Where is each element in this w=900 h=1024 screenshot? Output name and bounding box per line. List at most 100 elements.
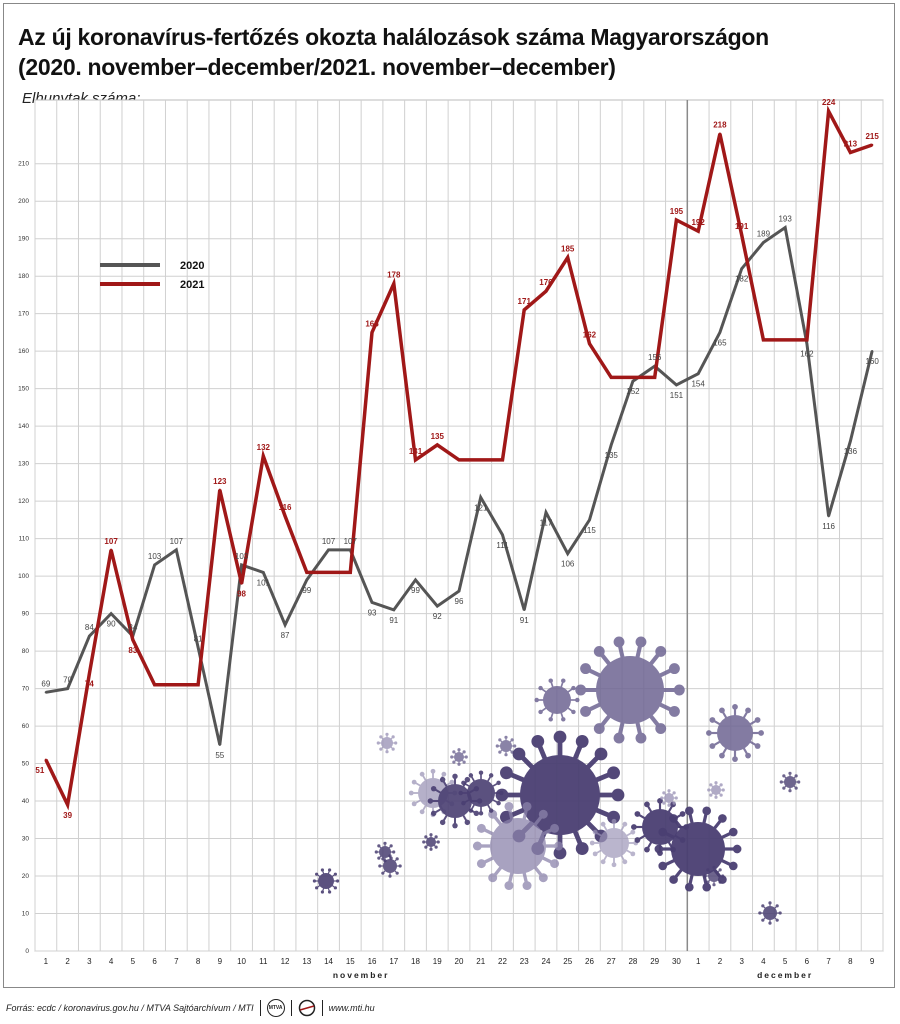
virus-icon bbox=[378, 854, 402, 878]
x-tick-label: 6 bbox=[152, 957, 157, 966]
x-tick-label: 4 bbox=[109, 957, 114, 966]
virus-spike-tip bbox=[702, 882, 712, 892]
data-label-2020: 99 bbox=[302, 586, 311, 595]
data-label-2021: 224 bbox=[822, 98, 836, 107]
virus-spike-tip bbox=[452, 822, 458, 829]
virus-spike-tip bbox=[473, 810, 480, 817]
x-tick-label: 19 bbox=[433, 957, 442, 966]
data-point-2020 bbox=[327, 548, 330, 552]
virus-spike-tip bbox=[592, 829, 598, 835]
virus-body bbox=[763, 906, 777, 920]
virus-spike-tip bbox=[607, 810, 620, 824]
data-label-2020: 70 bbox=[63, 676, 72, 685]
virus-spike-tip bbox=[673, 684, 685, 696]
month-label: november bbox=[333, 970, 390, 980]
x-tick-label: 28 bbox=[628, 957, 637, 966]
data-label-2021: 162 bbox=[583, 331, 597, 340]
data-point-2021 bbox=[436, 443, 439, 447]
x-tick-label: 20 bbox=[455, 957, 464, 966]
virus-spike-tip bbox=[550, 823, 560, 833]
virus-spike-tip bbox=[719, 707, 725, 714]
virus-body bbox=[467, 779, 495, 807]
virus-spike-tip bbox=[429, 847, 433, 851]
data-label-2021: 191 bbox=[735, 222, 749, 231]
website-link[interactable]: www.mti.hu bbox=[328, 1003, 375, 1013]
series-lines bbox=[44, 105, 874, 811]
virus-spike-tip bbox=[488, 808, 494, 813]
virus-spike-tip bbox=[714, 795, 718, 799]
virus-spike-tip bbox=[768, 921, 772, 925]
data-point-2021 bbox=[523, 308, 526, 312]
virus-spike-tip bbox=[778, 911, 782, 915]
virus-spike-tip bbox=[775, 918, 779, 922]
virus-spike-tip bbox=[379, 747, 383, 751]
y-tick-label: 140 bbox=[18, 423, 29, 430]
data-label-2021: 74 bbox=[85, 680, 94, 689]
virus-spike-tip bbox=[411, 801, 417, 807]
virus-spike-tip bbox=[441, 771, 447, 777]
virus-spike-tip bbox=[522, 801, 532, 811]
data-label-2020: 193 bbox=[778, 214, 792, 223]
data-point-2021 bbox=[327, 571, 330, 574]
virus-body bbox=[381, 737, 393, 749]
virus-spike-tip bbox=[732, 704, 738, 710]
data-label-2020: 107 bbox=[344, 537, 358, 546]
virus-spike-tip bbox=[538, 685, 543, 691]
virus-spike-tip bbox=[439, 819, 446, 826]
data-point-2020 bbox=[262, 571, 265, 574]
data-point-2020 bbox=[588, 518, 591, 522]
virus-spike-tip bbox=[427, 798, 434, 804]
y-tick-label: 110 bbox=[19, 536, 30, 543]
data-point-2021 bbox=[653, 376, 656, 379]
x-tick-label: 13 bbox=[302, 957, 311, 966]
data-label-2020: 136 bbox=[844, 447, 858, 456]
virus-spike-tip bbox=[554, 841, 564, 851]
x-tick-label: 5 bbox=[783, 957, 788, 966]
data-point-2020 bbox=[66, 687, 69, 690]
x-tick-label: 4 bbox=[761, 957, 766, 966]
virus-icon bbox=[376, 732, 398, 754]
virus-spike-tip bbox=[374, 850, 378, 854]
virus-spike-tip bbox=[512, 747, 526, 761]
data-point-2020 bbox=[740, 267, 743, 270]
virus-icon bbox=[495, 735, 517, 757]
data-label-2020: 135 bbox=[605, 451, 619, 460]
data-point-2020 bbox=[240, 563, 243, 567]
data-point-2021 bbox=[240, 582, 243, 585]
virus-icon bbox=[312, 868, 340, 894]
virus-spike-tip bbox=[422, 840, 426, 844]
virus-spike-tip bbox=[655, 723, 667, 734]
x-tick-label: 5 bbox=[131, 957, 136, 966]
data-label-2021: 135 bbox=[431, 432, 445, 441]
virus-spike-tip bbox=[668, 705, 680, 717]
virus-spike-tip bbox=[450, 755, 454, 759]
virus-body bbox=[671, 822, 725, 876]
data-label-2020: 189 bbox=[757, 229, 771, 238]
virus-spike-tip bbox=[594, 747, 608, 761]
virus-body bbox=[708, 870, 720, 882]
data-point-2020 bbox=[544, 511, 548, 514]
data-label-2020: 152 bbox=[626, 387, 640, 396]
data-point-2021 bbox=[175, 683, 178, 687]
virus-spike-tip bbox=[709, 743, 716, 749]
data-label-2020: 81 bbox=[194, 634, 203, 643]
data-label-2021: 213 bbox=[844, 139, 858, 148]
virus-body bbox=[596, 656, 664, 724]
virus-spike-tip bbox=[452, 750, 456, 754]
mti-logo bbox=[298, 999, 316, 1017]
x-tick-label: 9 bbox=[870, 957, 875, 966]
chart-title: Az új koronavírus-fertőzés okozta halálo… bbox=[18, 22, 878, 82]
data-point-2021 bbox=[44, 758, 48, 762]
data-point-2021 bbox=[566, 256, 569, 259]
virus-spike-tip bbox=[315, 872, 319, 876]
virus-spike-tip bbox=[644, 846, 650, 853]
virus-spike-tip bbox=[488, 773, 494, 778]
data-label-2020: 90 bbox=[107, 620, 116, 629]
virus-spike-tip bbox=[571, 685, 576, 691]
virus-spike-tip bbox=[398, 864, 402, 868]
virus-spike-tip bbox=[496, 780, 501, 786]
virus-spike-tip bbox=[660, 796, 664, 800]
virus-spike-tip bbox=[385, 732, 389, 736]
data-label-2020: 154 bbox=[691, 380, 705, 389]
virus-spike-tip bbox=[388, 874, 392, 878]
